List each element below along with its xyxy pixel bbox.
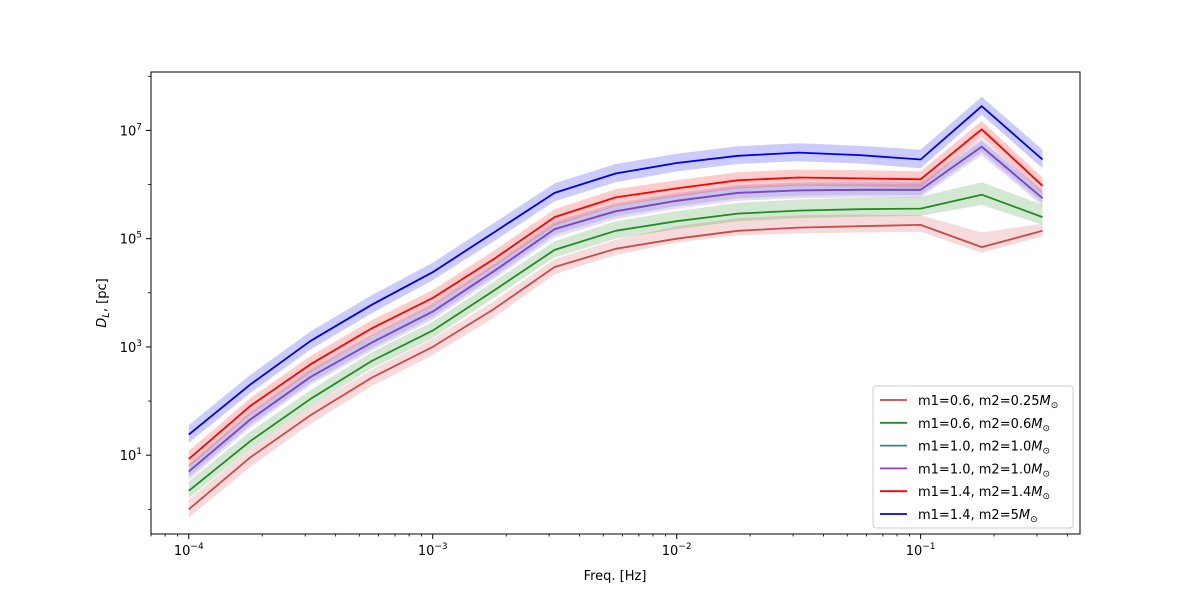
legend-label-1: m1=0.6, m2=0.25M⊙ [918,394,1058,411]
legend-label-3: m1=1.0, m2=1.0M⊙ [918,440,1050,457]
x-tick-label-2: 10−3 [418,542,448,559]
y-axis-label-main: D [95,318,110,328]
y-tick-label-1: 101 [120,447,142,464]
legend: m1=0.6, m2=0.25M⊙ m1=0.6, m2=0.6M⊙ m1=1.0,… [872,385,1074,529]
legend-label-4: m1=1.0, m2=1.0M⊙ [918,462,1050,479]
legend-label-2: m1=0.6, m2=0.6M⊙ [918,417,1050,434]
series-lines [188,105,1044,510]
band-series-3 [188,140,1043,477]
y-tick-label-4: 107 [120,122,142,139]
confidence-bands [188,96,1043,518]
line-series-6 [188,105,1044,436]
line-series-1 [188,223,1043,510]
plot-frame [150,71,1081,535]
y-axis-label: DL, [pc] [95,278,112,327]
line-series-4 [188,145,1044,473]
y-tick-label-2: 103 [120,339,142,356]
x-tick-label-4: 10−1 [906,542,936,559]
y-axis: 101 103 105 107 [120,75,151,510]
y-axis-label-sub: L [101,312,112,318]
line-series-5 [188,128,1044,460]
legend-items: m1=0.6, m2=0.25M⊙ m1=0.6, m2=0.6M⊙ m1=1.0,… [880,394,1058,525]
x-axis: 10−4 10−3 10−2 10−1 [150,534,1068,559]
x-axis-label: Freq. [Hz] [584,569,647,584]
line-series-2 [188,193,1043,492]
legend-box [872,385,1074,529]
y-tick-label-3: 105 [120,231,142,248]
band-series-4 [188,138,1043,480]
y-axis-label-rest: , [pc] [95,278,110,312]
band-series-6 [188,96,1043,443]
x-tick-label-1: 10−4 [174,542,204,559]
x-tick-label-3: 10−2 [662,542,692,559]
legend-label-6: m1=1.4, m2=5M⊙ [918,508,1038,525]
legend-label-5: m1=1.4, m2=1.4M⊙ [918,485,1050,502]
band-series-5 [188,120,1043,468]
